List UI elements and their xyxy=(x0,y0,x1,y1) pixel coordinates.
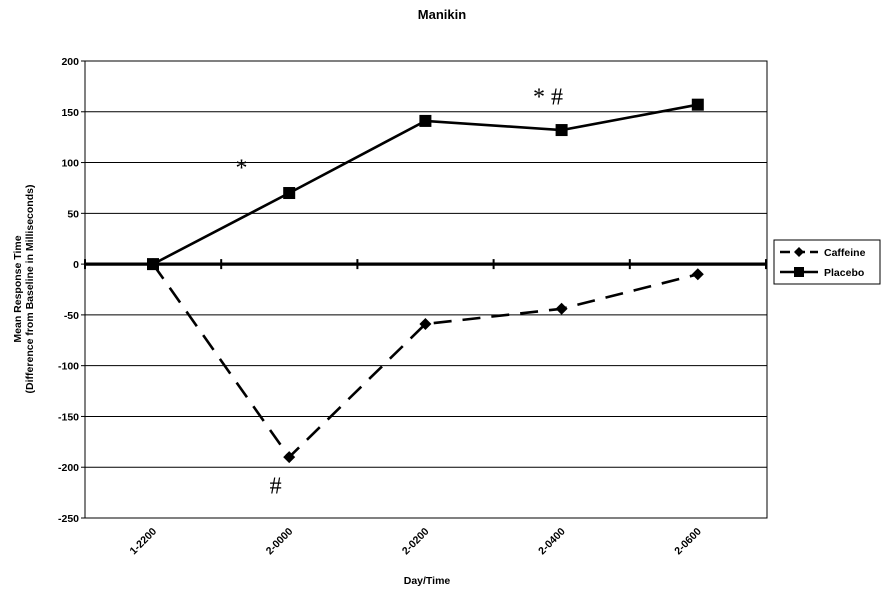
legend-label: Placebo xyxy=(824,267,864,279)
y-axis-label: Mean Response Time (Difference from Base… xyxy=(12,185,36,394)
gridlines xyxy=(84,60,767,519)
y-tick-label: -50 xyxy=(64,310,79,322)
y-tick-label: 200 xyxy=(61,56,79,68)
legend-box xyxy=(773,239,881,285)
data-point xyxy=(283,451,296,464)
chart-title: Manikin xyxy=(418,7,466,22)
x-tick-label: 2-0400 xyxy=(536,526,568,558)
y-tick-label: -250 xyxy=(58,513,79,525)
data-point xyxy=(555,124,568,137)
y-tick-label: -150 xyxy=(58,411,79,423)
x-tick-label: 1-2200 xyxy=(128,526,160,558)
x-axis-ticks: 1-2200 2-0000 2-0200 2-0400 2-0600 xyxy=(128,526,705,558)
series-caffeine xyxy=(147,258,704,464)
y-tick-label: 150 xyxy=(61,107,79,119)
annotations: * * # # xyxy=(236,85,563,500)
x-tick-label: 2-0600 xyxy=(672,526,704,558)
y-tick-label: -200 xyxy=(58,462,79,474)
series-placebo xyxy=(147,98,704,271)
data-point xyxy=(691,268,704,281)
legend: Caffeine Placebo xyxy=(773,239,881,285)
data-point xyxy=(419,318,432,331)
annotation: # xyxy=(270,474,282,500)
x-tick-label: 2-0200 xyxy=(400,526,432,558)
x-tick-label: 2-0000 xyxy=(264,526,296,558)
legend-label: Caffeine xyxy=(824,247,866,259)
data-point xyxy=(555,302,568,315)
y-tick-label: 100 xyxy=(61,158,79,170)
legend-marker xyxy=(794,267,804,277)
y-tick-label: 50 xyxy=(67,208,79,220)
y-tick-label: -100 xyxy=(58,361,79,373)
data-point xyxy=(419,114,432,127)
data-point xyxy=(283,187,296,200)
plot-frame xyxy=(84,60,768,519)
y-axis-label-line1: Mean Response Time xyxy=(12,235,24,342)
series-line-placebo xyxy=(152,103,699,266)
y-axis-label-line2: (Difference from Baseline in Millisecond… xyxy=(24,185,36,394)
series-line-caffeine xyxy=(151,263,699,460)
data-point xyxy=(691,98,704,111)
annotation: * # xyxy=(533,85,563,111)
x-axis-label: Day/Time xyxy=(404,575,451,587)
annotation: * xyxy=(236,156,248,182)
legend-marker xyxy=(794,247,804,257)
y-tick-label: 0 xyxy=(73,259,79,271)
data-point xyxy=(147,258,159,271)
series-layer xyxy=(147,98,704,464)
y-axis-ticks: -250 -200 -150 -100 -50 0 50 100 150 200 xyxy=(58,56,85,525)
